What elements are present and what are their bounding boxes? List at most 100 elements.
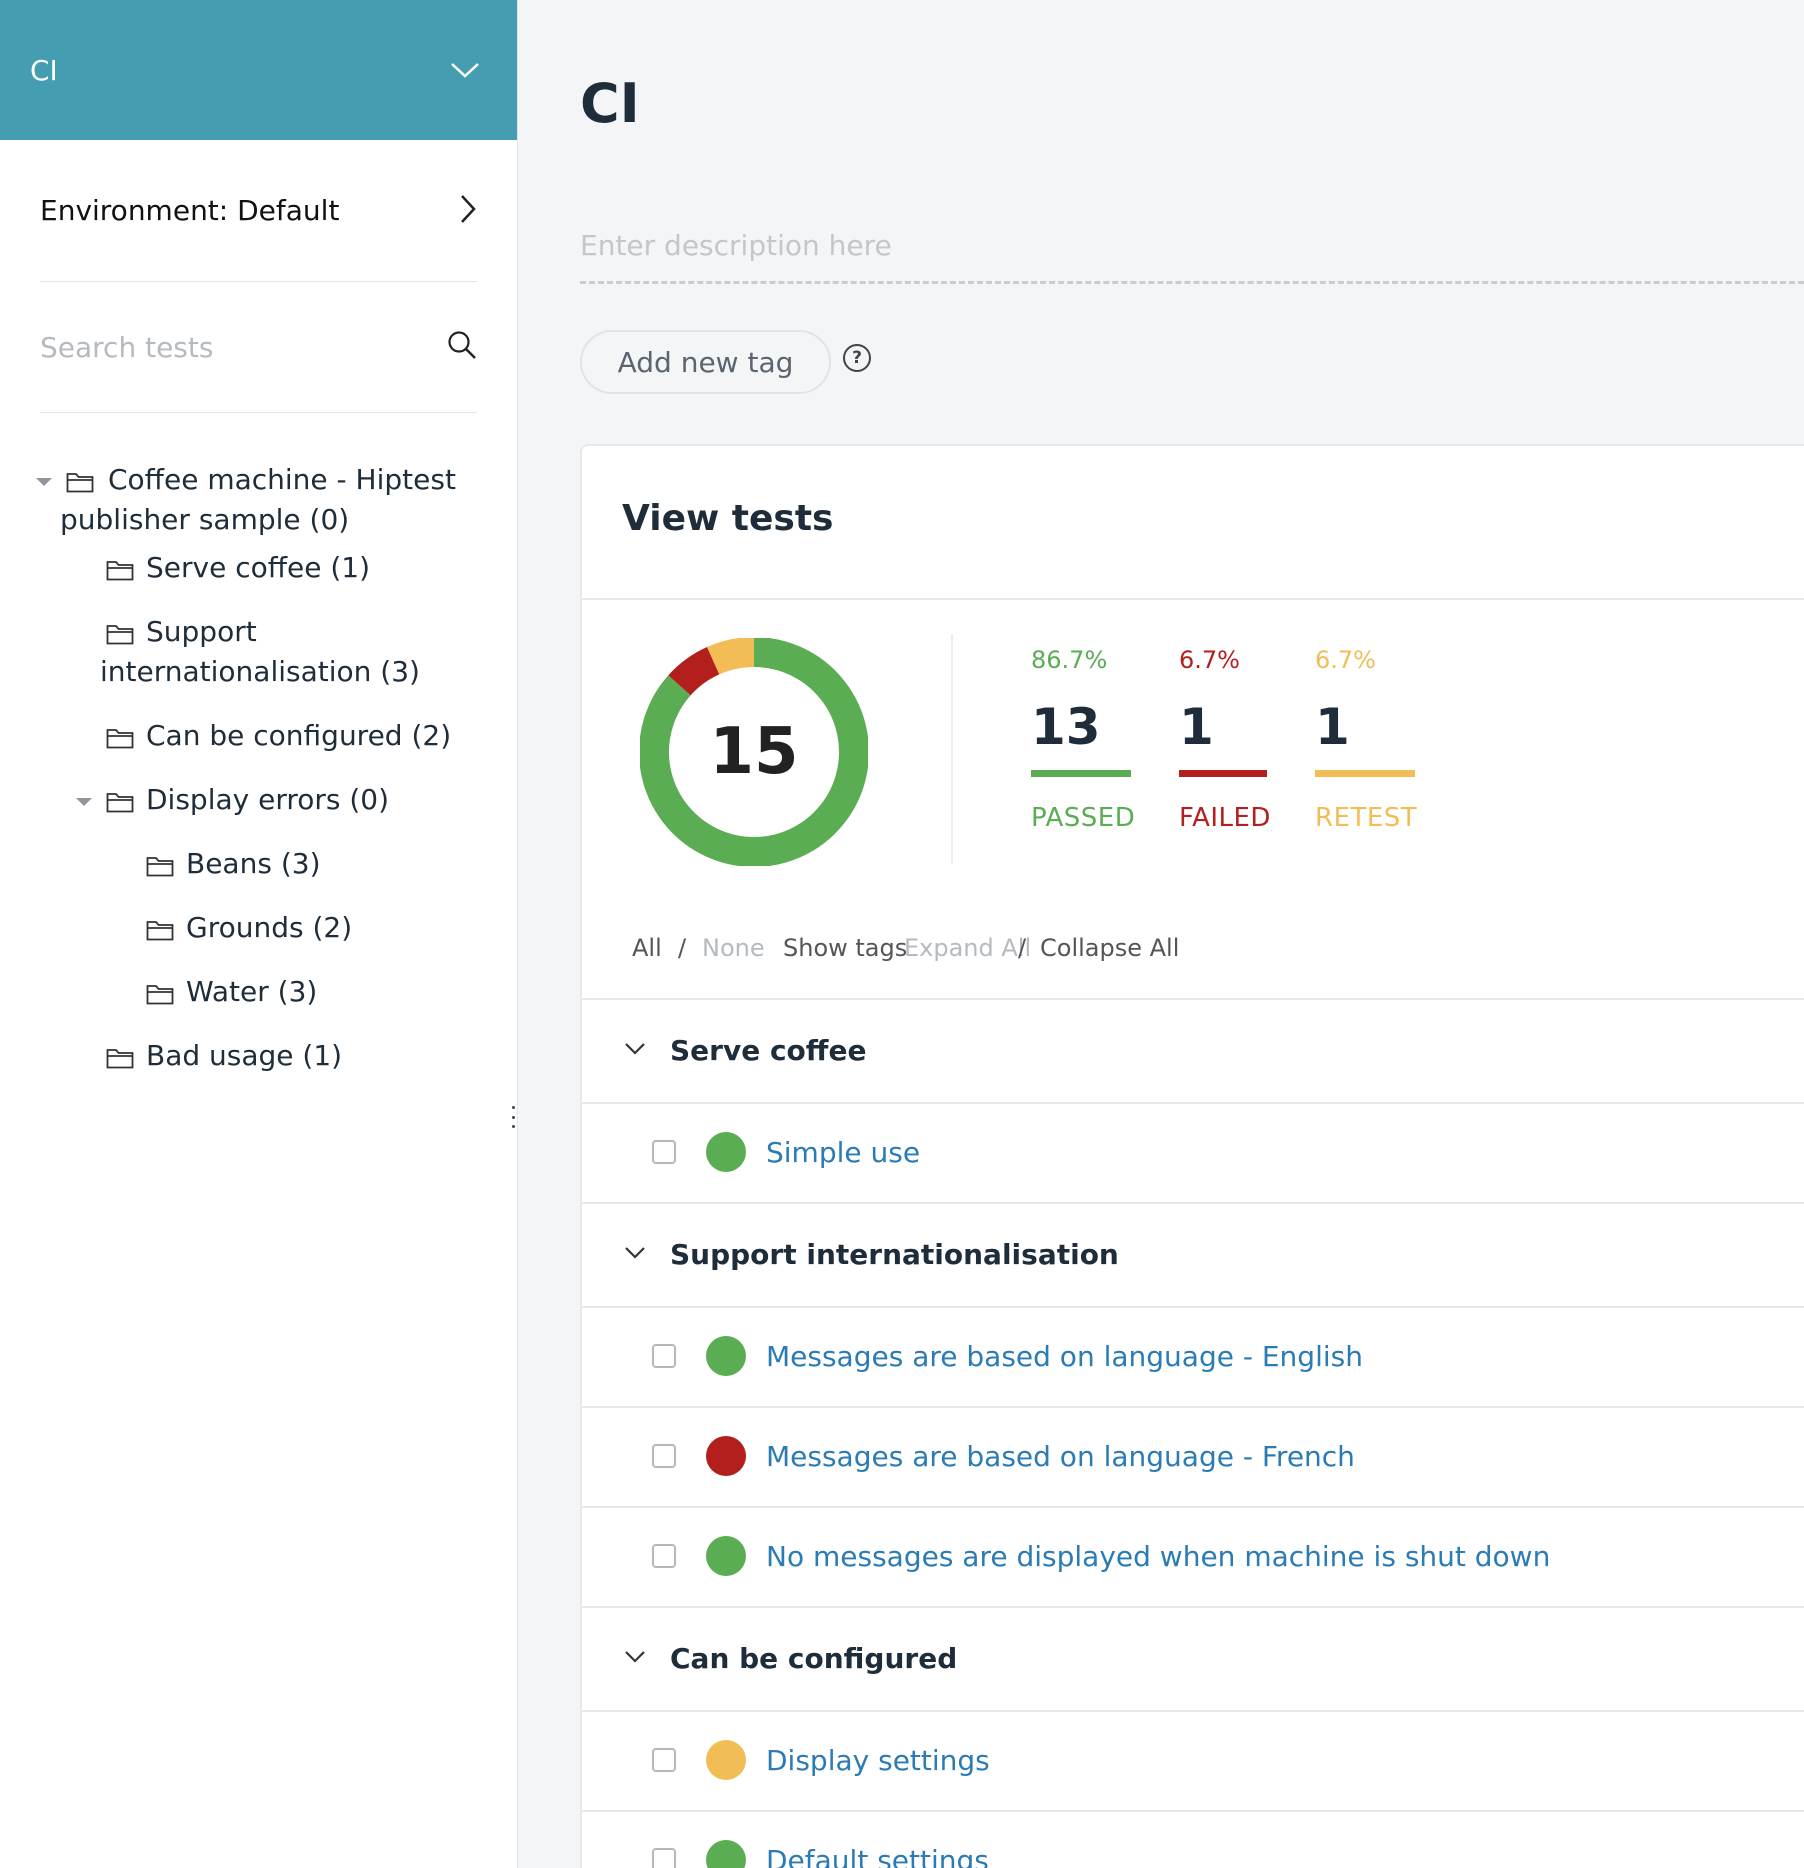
filter-slash: /	[1018, 934, 1027, 962]
tree-folder[interactable]: Beans (3)	[0, 844, 518, 888]
search-bar	[40, 282, 477, 413]
environment-label: Environment: Default	[40, 194, 340, 227]
stat-percentage: 86.7%	[1031, 646, 1108, 674]
status-passed-indicator	[706, 1132, 746, 1172]
test-row: No messages are displayed when machine i…	[582, 1506, 1804, 1606]
stat-count: 13	[1031, 698, 1101, 756]
folder-icon	[106, 1040, 134, 1069]
test-link[interactable]: No messages are displayed when machine i…	[766, 1539, 1551, 1573]
row-divider	[582, 1606, 1804, 1608]
tree-folder-label: Can be configured (2)	[146, 719, 452, 752]
tree-folder-label: Bad usage (1)	[146, 1039, 343, 1072]
add-tag-button[interactable]: Add new tag	[580, 330, 831, 394]
donut-slice-passed	[640, 638, 868, 866]
tree-folder[interactable]: Grounds (2)	[0, 908, 518, 952]
stats-divider	[951, 634, 953, 864]
test-checkbox[interactable]	[652, 1748, 676, 1772]
test-section-header[interactable]: Serve coffee	[582, 998, 1804, 1102]
row-divider	[582, 1306, 1804, 1308]
tree-folder[interactable]: Support internationalisation (3)	[0, 612, 518, 696]
tree-folder-label: Water (3)	[186, 975, 318, 1008]
tree-folder[interactable]: Serve coffee (1)	[0, 548, 518, 592]
stat-bar	[1031, 770, 1131, 777]
folder-icon	[146, 848, 174, 877]
test-section-header[interactable]: Can be configured	[582, 1606, 1804, 1710]
chevron-down-icon[interactable]	[624, 1649, 646, 1668]
stat-label: PASSED	[1031, 803, 1136, 833]
folder-icon	[146, 976, 174, 1005]
section-title: Can be configured	[670, 1641, 958, 1675]
folder-icon	[146, 912, 174, 941]
row-divider	[582, 1406, 1804, 1408]
card-divider	[582, 598, 1804, 600]
row-divider	[582, 1202, 1804, 1204]
filter-slash: /	[678, 934, 687, 962]
row-divider	[582, 1506, 1804, 1508]
test-row: Messages are based on language - English	[582, 1306, 1804, 1406]
test-checkbox[interactable]	[652, 1444, 676, 1468]
stat-retest[interactable]: 6.7% 1 RETEST	[1315, 646, 1417, 833]
project-selector[interactable]: CI	[0, 0, 517, 140]
section-title: Support internationalisation	[670, 1237, 1119, 1271]
chevron-down-icon	[449, 54, 481, 86]
folder-icon	[106, 720, 134, 749]
test-link[interactable]: Messages are based on language - English	[766, 1339, 1363, 1373]
expand-caret-icon[interactable]	[76, 798, 92, 806]
test-checkbox[interactable]	[652, 1848, 676, 1868]
test-section-header[interactable]: Support internationalisation	[582, 1202, 1804, 1306]
tree-folder[interactable]: Coffee machine - Hiptest publisher sample…	[0, 460, 518, 544]
view-tests-card: View tests 15 86.7% 13 PASSED 6.7% 1 FAILED 6.…	[580, 444, 1804, 1868]
page-title: CI	[580, 72, 640, 135]
folder-icon	[106, 616, 134, 645]
test-checkbox[interactable]	[652, 1544, 676, 1568]
test-checkbox[interactable]	[652, 1140, 676, 1164]
test-row: Display settings	[582, 1710, 1804, 1810]
chevron-right-icon	[459, 194, 477, 228]
show-tags-link[interactable]: Show tags	[783, 934, 908, 962]
environment-selector[interactable]: Environment: Default	[40, 140, 477, 282]
test-checkbox[interactable]	[652, 1344, 676, 1368]
search-icon[interactable]	[447, 330, 477, 364]
test-link[interactable]: Simple use	[766, 1135, 921, 1169]
test-link[interactable]: Default settings	[766, 1843, 989, 1868]
tree-folder-label-continued: publisher sample (0)	[60, 503, 350, 536]
collapse-all-link[interactable]: Collapse All	[1040, 934, 1180, 962]
row-divider	[582, 1710, 1804, 1712]
stat-label: FAILED	[1179, 803, 1271, 833]
row-divider	[582, 1102, 1804, 1104]
status-passed-indicator	[706, 1336, 746, 1376]
test-link[interactable]: Messages are based on language - French	[766, 1439, 1355, 1473]
tree-folder[interactable]: Can be configured (2)	[0, 716, 518, 760]
chevron-down-icon[interactable]	[624, 1245, 646, 1264]
chevron-down-icon[interactable]	[624, 1041, 646, 1060]
stat-percentage: 6.7%	[1315, 646, 1376, 674]
sidebar-resize-handle[interactable]	[508, 1106, 518, 1128]
folder-icon	[106, 784, 134, 813]
stat-failed[interactable]: 6.7% 1 FAILED	[1179, 646, 1271, 833]
expand-all-link[interactable]: Expand All	[904, 934, 1032, 962]
stat-bar	[1179, 770, 1267, 777]
stat-passed[interactable]: 86.7% 13 PASSED	[1031, 646, 1135, 833]
test-link[interactable]: Display settings	[766, 1743, 990, 1777]
tree-folder[interactable]: Water (3)	[0, 972, 518, 1016]
description-input[interactable]	[580, 210, 1804, 284]
tree-folder-label: Display errors (0)	[146, 783, 390, 816]
expand-caret-icon[interactable]	[36, 478, 52, 486]
question-circle-icon[interactable]: ?	[843, 344, 871, 372]
tree-folder-label: Serve coffee (1)	[146, 551, 371, 584]
folder-icon	[66, 464, 94, 493]
tree-folder[interactable]: Bad usage (1)	[0, 1036, 518, 1080]
tree-folder[interactable]: Display errors (0)	[0, 780, 518, 824]
search-input[interactable]	[40, 330, 420, 364]
select-none-link[interactable]: None	[702, 934, 765, 962]
status-donut-chart	[640, 638, 868, 866]
status-failed-indicator	[706, 1436, 746, 1476]
folder-icon	[106, 552, 134, 581]
status-passed-indicator	[706, 1840, 746, 1868]
tree-folder-label: Grounds (2)	[186, 911, 353, 944]
select-all-link[interactable]: All	[632, 934, 662, 962]
main-content: CI Add new tag ? View tests 15 86.7% 13 PA…	[519, 0, 1804, 1868]
stat-label: RETEST	[1315, 803, 1418, 833]
test-row: Simple use	[582, 1102, 1804, 1202]
donut-slice-retest	[707, 638, 755, 675]
